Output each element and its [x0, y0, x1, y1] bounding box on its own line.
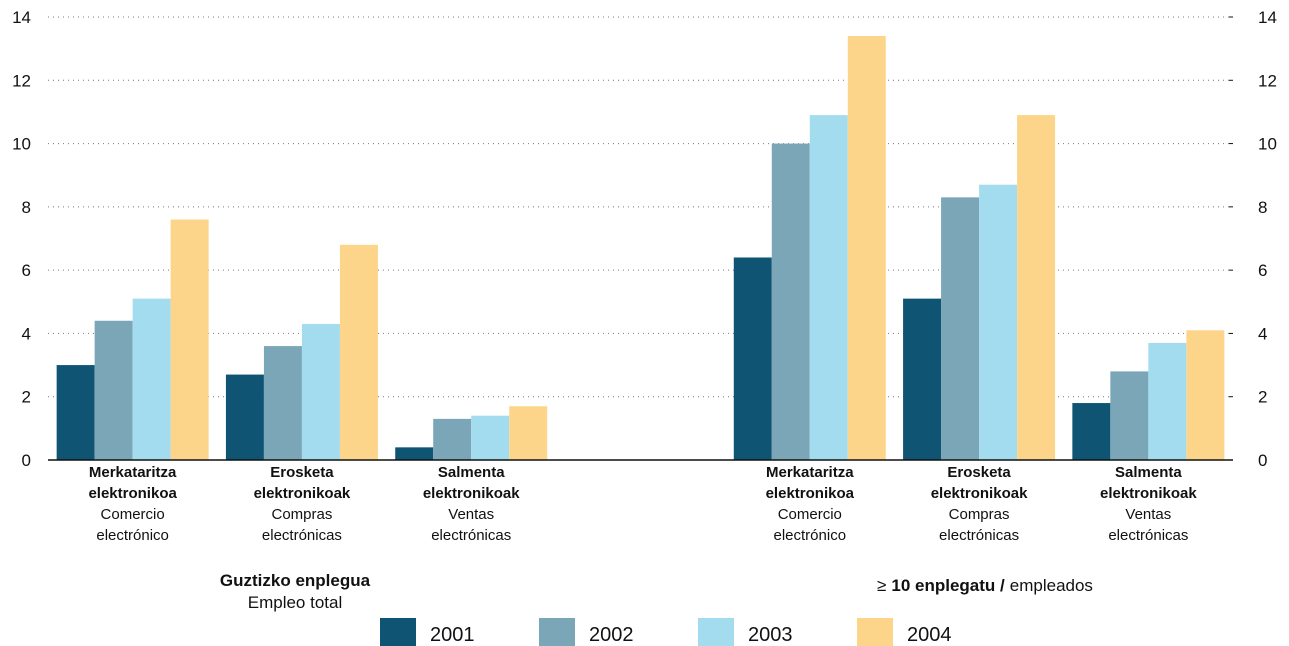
y2-tick-label: 12 — [1258, 71, 1277, 90]
legend-swatch — [698, 618, 734, 646]
y2-tick-label: 2 — [1258, 388, 1267, 407]
bar — [471, 415, 510, 460]
x-tick-label: Merkataritza elektronikoa — [88, 464, 177, 502]
bar — [1110, 371, 1149, 460]
y2-tick-label: 10 — [1258, 135, 1277, 154]
bar — [979, 184, 1018, 460]
bar — [733, 257, 772, 460]
bar — [847, 35, 886, 460]
legend-label: 2004 — [907, 624, 952, 646]
bar — [170, 219, 209, 460]
legend-label: 2003 — [748, 624, 793, 646]
y2-tick-label: 0 — [1258, 451, 1267, 470]
y-tick-label: 0 — [22, 451, 31, 470]
x-tick-sublabel: Ventas electrónicas — [431, 506, 511, 544]
y-tick-label: 8 — [22, 198, 31, 217]
bar — [225, 374, 264, 460]
bar — [509, 406, 548, 460]
y-tick-label: 14 — [12, 8, 31, 27]
bar — [339, 244, 378, 460]
y-tick-label: 10 — [12, 135, 31, 154]
y-tick-label: 4 — [22, 324, 31, 343]
y2-tick-label: 6 — [1258, 261, 1267, 280]
group-label-part: ≥ — [877, 576, 886, 595]
group-subtitle: Empleo total — [248, 593, 343, 612]
bar — [56, 365, 95, 460]
y-tick-label: 6 — [22, 261, 31, 280]
bar — [903, 298, 942, 460]
bar — [941, 197, 980, 460]
bar — [809, 115, 848, 460]
bar — [94, 320, 133, 460]
bar — [1072, 403, 1111, 460]
x-tick-sublabel: Comercio electrónico — [96, 506, 169, 544]
bar — [771, 143, 810, 461]
x-tick-label: Erosketa elektronikoak — [931, 464, 1028, 502]
legend-swatch — [539, 618, 575, 646]
y2-tick-label: 4 — [1258, 324, 1267, 343]
bar — [1186, 330, 1225, 460]
y-tick-label: 2 — [22, 388, 31, 407]
x-tick-sublabel: Ventas electrónicas — [1108, 506, 1188, 544]
bar — [132, 298, 171, 460]
legend-swatch — [857, 618, 893, 646]
x-tick-label: Merkataritza elektronikoa — [766, 464, 855, 502]
x-tick-label: Erosketa elektronikoak — [254, 464, 351, 502]
bar — [301, 323, 340, 460]
x-tick-sublabel: Compras electrónicas — [939, 506, 1019, 544]
x-tick-label: Salmenta elektronikoak — [423, 464, 520, 502]
y2-tick-label: 8 — [1258, 198, 1267, 217]
legend-swatch — [380, 618, 416, 646]
bar — [395, 447, 434, 460]
bar — [263, 346, 302, 460]
x-tick-sublabel: Compras electrónicas — [262, 506, 342, 544]
legend-label: 2001 — [430, 624, 475, 646]
bar — [1148, 342, 1187, 460]
group-label: ≥10 enplegatu / empleados — [877, 576, 1093, 595]
group-label-part: empleados — [1010, 576, 1093, 595]
bar — [433, 418, 472, 460]
y-tick-label: 12 — [12, 71, 31, 90]
x-tick-label: Salmenta elektronikoak — [1100, 464, 1197, 502]
y2-tick-label: 14 — [1258, 8, 1277, 27]
legend-label: 2002 — [589, 624, 634, 646]
group-label-part: 10 enplegatu / — [891, 576, 1005, 595]
x-tick-sublabel: Comercio electrónico — [774, 506, 847, 544]
group-title: Guztizko enplegua — [220, 571, 371, 590]
bar — [1017, 115, 1056, 460]
